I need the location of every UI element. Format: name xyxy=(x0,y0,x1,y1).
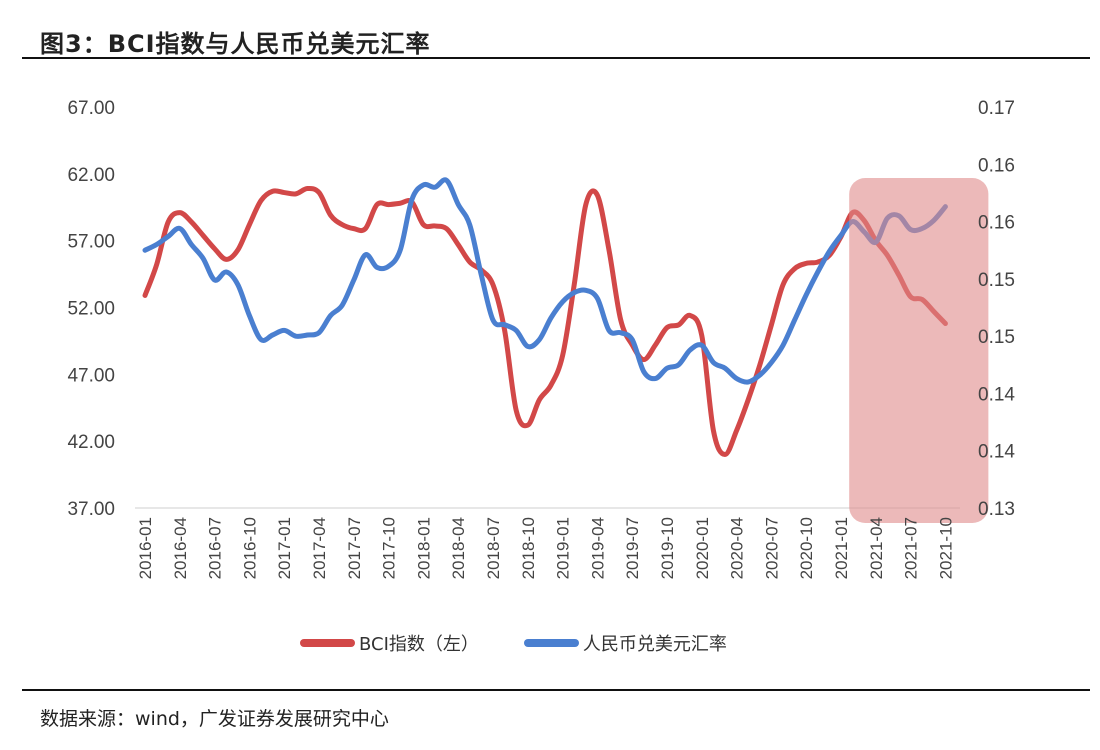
x-tick-label: 2020-10 xyxy=(797,517,816,579)
x-tick-label: 2018-04 xyxy=(449,517,468,579)
highlight-region xyxy=(849,178,989,523)
y-right-tick-label: 0.13 xyxy=(978,499,1015,520)
y-right-tick-label: 0.15 xyxy=(978,270,1015,291)
legend-label-cny-usd: 人民币兑美元汇率 xyxy=(582,634,727,655)
x-tick-label: 2019-07 xyxy=(623,517,642,579)
x-tick-label: 2019-01 xyxy=(554,517,573,579)
x-tick-label: 2016-04 xyxy=(171,517,190,579)
y-left-tick-label: 47.00 xyxy=(67,365,115,386)
x-tick-label: 2017-04 xyxy=(310,517,329,579)
y-left-tick-label: 62.00 xyxy=(67,165,115,186)
x-tick-label: 2021-01 xyxy=(832,517,851,579)
legend-swatch-cny-usd xyxy=(523,639,579,647)
legend: BCI指数（左） 人民币兑美元汇率 xyxy=(300,630,772,656)
x-tick-label: 2021-07 xyxy=(902,517,921,579)
x-tick-label: 2020-01 xyxy=(693,517,712,579)
x-tick-label: 2018-07 xyxy=(484,517,503,579)
y-right-tick-label: 0.15 xyxy=(978,327,1015,348)
cny-usd-line xyxy=(142,177,948,385)
x-tick-label: 2017-10 xyxy=(380,517,399,579)
legend-label-bci: BCI指数（左） xyxy=(359,634,479,655)
x-tick-label: 2017-01 xyxy=(275,517,294,579)
x-tick-label: 2016-07 xyxy=(206,517,225,579)
y-left-tick-label: 42.00 xyxy=(67,432,115,453)
y-right-tick-label: 0.14 xyxy=(978,384,1015,405)
x-tick-label: 2019-04 xyxy=(588,517,607,579)
x-tick-label: 2019-10 xyxy=(658,517,677,579)
x-tick-label: 2016-01 xyxy=(136,517,155,579)
y-left-tick-label: 57.00 xyxy=(67,232,115,253)
legend-item-cny-usd: 人民币兑美元汇率 xyxy=(523,630,727,656)
figure-title: 图3：BCI指数与人民币兑美元汇率 xyxy=(40,30,431,58)
bci-line xyxy=(142,185,948,458)
legend-swatch-bci xyxy=(300,639,355,647)
x-tick-label: 2021-10 xyxy=(936,517,955,579)
y-right-tick-label: 0.14 xyxy=(978,442,1015,463)
x-tick-label: 2017-07 xyxy=(345,517,364,579)
x-tick-label: 2018-01 xyxy=(414,517,433,579)
x-tick-label: 2016-10 xyxy=(240,517,259,579)
x-tick-label: 2018-10 xyxy=(519,517,538,579)
chart: 67.00 62.00 57.00 52.00 47.00 42.00 37.00 0.17 0… xyxy=(67,98,1015,579)
y-left-tick-label: 37.00 xyxy=(67,499,115,520)
title-divider xyxy=(22,57,1090,59)
y-left-tick-label: 67.00 xyxy=(67,98,115,119)
x-tick-label: 2021-04 xyxy=(867,517,886,579)
x-tick-label: 2020-04 xyxy=(728,517,747,579)
y-left-tick-label: 52.00 xyxy=(67,299,115,320)
source-note: 数据来源：wind，广发证券发展研究中心 xyxy=(40,708,389,730)
x-tick-label: 2020-07 xyxy=(762,517,781,579)
legend-item-bci: BCI指数（左） xyxy=(300,630,479,656)
y-right-tick-label: 0.16 xyxy=(978,155,1015,176)
y-right-tick-label: 0.17 xyxy=(978,98,1015,119)
footer-divider xyxy=(22,689,1090,691)
y-right-tick-label: 0.16 xyxy=(978,213,1015,234)
